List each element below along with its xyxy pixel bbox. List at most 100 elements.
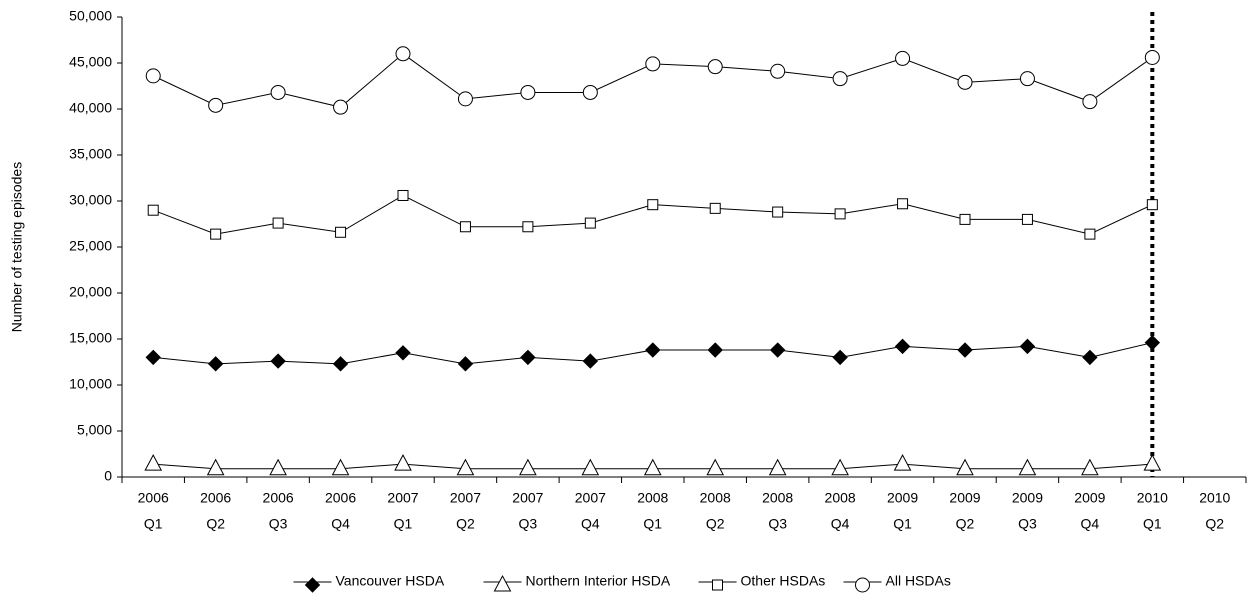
point	[709, 202, 721, 214]
point	[397, 189, 409, 201]
x-tick-label: Q3	[269, 516, 288, 532]
legend-label: Other HSDAs	[741, 573, 826, 589]
x-tick-label: 2008	[637, 490, 668, 506]
x-tick-label: 2006	[138, 490, 169, 506]
y-tick-label: 20,000	[69, 284, 112, 300]
point	[332, 356, 349, 372]
x-tick-label: 2008	[825, 490, 856, 506]
y-tick-label: 5,000	[77, 422, 112, 438]
point	[707, 342, 723, 358]
point	[956, 458, 974, 476]
point	[147, 204, 159, 216]
x-tick-label: 2009	[1074, 490, 1105, 506]
point	[210, 228, 222, 240]
point	[394, 454, 412, 471]
x-tick-label: Q1	[643, 516, 662, 532]
point	[769, 342, 786, 358]
point	[957, 74, 973, 90]
point	[834, 208, 846, 220]
x-tick-label: 2009	[949, 490, 980, 506]
point	[457, 356, 474, 372]
legend-marker	[855, 577, 870, 593]
y-tick-label: 15,000	[69, 330, 112, 346]
x-tick-label: 2008	[762, 490, 793, 506]
y-tick-label: 0	[104, 468, 112, 484]
legend-marker	[493, 574, 512, 592]
point	[459, 221, 471, 233]
legend-marker	[712, 579, 723, 591]
x-tick-label: 2006	[325, 490, 356, 506]
point	[643, 458, 662, 476]
y-tick-label: 45,000	[69, 54, 112, 70]
point	[1146, 199, 1158, 211]
x-tick-label: 2007	[575, 490, 606, 506]
x-tick-label: 2007	[387, 490, 418, 506]
x-tick-label: Q3	[519, 516, 538, 532]
x-tick-label: 2007	[450, 490, 481, 506]
point	[456, 458, 475, 476]
point	[144, 454, 163, 471]
x-tick-label: 2006	[263, 490, 294, 506]
point	[1018, 458, 1037, 476]
x-tick-label: Q1	[394, 516, 413, 532]
x-tick-label: Q1	[144, 516, 163, 532]
point	[959, 213, 971, 225]
point	[522, 221, 534, 233]
point	[706, 458, 725, 476]
x-tick-label: 2009	[887, 490, 918, 506]
point	[1084, 228, 1096, 240]
point	[893, 454, 912, 471]
point	[457, 91, 473, 107]
x-tick-label: Q2	[956, 516, 975, 532]
x-tick-label: Q4	[581, 516, 600, 532]
point	[768, 458, 787, 476]
point	[335, 226, 347, 238]
point	[895, 50, 911, 66]
point	[519, 458, 537, 476]
x-tick-label: Q4	[1081, 516, 1100, 532]
point	[831, 458, 849, 476]
point	[1021, 213, 1033, 225]
point	[1143, 454, 1162, 471]
x-tick-label: 2006	[200, 490, 231, 506]
y-tick-label: 30,000	[69, 192, 112, 208]
point	[1082, 94, 1098, 110]
point	[957, 342, 973, 358]
y-axis-label: Number of testing episodes	[9, 162, 25, 332]
point	[582, 353, 599, 369]
y-tick-label: 10,000	[69, 376, 112, 392]
x-tick-label: 2010	[1137, 490, 1168, 506]
point	[270, 84, 286, 100]
x-tick-label: 2007	[512, 490, 543, 506]
point	[832, 71, 848, 87]
x-tick-label: Q3	[1018, 516, 1037, 532]
point	[584, 217, 596, 229]
x-tick-label: Q2	[1205, 516, 1224, 532]
x-tick-label: Q1	[1143, 516, 1162, 532]
point	[1144, 334, 1161, 351]
point	[1019, 338, 1036, 355]
x-tick-label: Q2	[706, 516, 725, 532]
x-tick-label: 2008	[700, 490, 731, 506]
point	[581, 458, 600, 476]
point	[647, 199, 659, 211]
point	[395, 345, 411, 361]
point	[208, 97, 224, 113]
x-tick-label: Q2	[206, 516, 225, 532]
point	[645, 342, 661, 358]
point	[1144, 49, 1160, 65]
x-tick-label: Q4	[831, 516, 850, 532]
point	[333, 99, 349, 115]
x-tick-label: 2010	[1199, 490, 1230, 506]
x-tick-label: 2009	[1012, 490, 1043, 506]
point	[272, 217, 284, 229]
point	[207, 356, 224, 372]
legend-label: Vancouver HSDA	[336, 573, 445, 589]
point	[145, 68, 161, 84]
point	[1081, 458, 1099, 476]
point	[331, 458, 350, 476]
point	[832, 349, 848, 366]
legend-label: All HSDAs	[886, 573, 951, 589]
point	[269, 458, 287, 476]
